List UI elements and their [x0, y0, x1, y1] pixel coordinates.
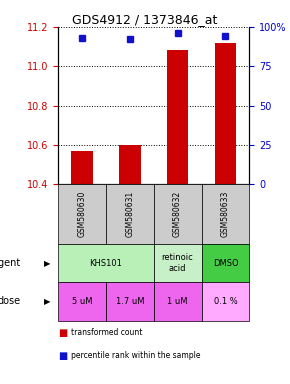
- Bar: [106, 282, 154, 321]
- Text: transformed count: transformed count: [71, 328, 142, 337]
- Text: agent: agent: [0, 258, 20, 268]
- Text: GSM580632: GSM580632: [173, 191, 182, 237]
- Text: KHS101: KHS101: [89, 258, 122, 268]
- Bar: [202, 282, 249, 321]
- Bar: [167, 51, 189, 184]
- Text: GSM580633: GSM580633: [221, 191, 230, 237]
- Text: ■: ■: [58, 351, 67, 361]
- Bar: [154, 184, 202, 244]
- Bar: [202, 184, 249, 244]
- Bar: [119, 145, 141, 184]
- Text: ▶: ▶: [44, 297, 51, 306]
- Text: dose: dose: [0, 296, 20, 306]
- Bar: [71, 151, 93, 184]
- Bar: [215, 43, 236, 184]
- Bar: [154, 282, 202, 321]
- Text: GDS4912 / 1373846_at: GDS4912 / 1373846_at: [72, 13, 218, 26]
- Bar: [202, 244, 249, 282]
- Bar: [154, 244, 202, 282]
- Text: ■: ■: [58, 328, 67, 338]
- Text: DMSO: DMSO: [213, 258, 238, 268]
- Bar: [58, 282, 106, 321]
- Text: 0.1 %: 0.1 %: [214, 297, 237, 306]
- Text: GSM580630: GSM580630: [77, 191, 86, 237]
- Bar: [58, 184, 106, 244]
- Text: 5 uM: 5 uM: [72, 297, 92, 306]
- Text: ▶: ▶: [44, 258, 51, 268]
- Text: percentile rank within the sample: percentile rank within the sample: [71, 351, 201, 360]
- Text: retinoic
acid: retinoic acid: [162, 253, 193, 273]
- Bar: [106, 184, 154, 244]
- Text: GSM580631: GSM580631: [125, 191, 134, 237]
- Text: 1 uM: 1 uM: [167, 297, 188, 306]
- Text: 1.7 uM: 1.7 uM: [115, 297, 144, 306]
- Bar: [58, 244, 154, 282]
